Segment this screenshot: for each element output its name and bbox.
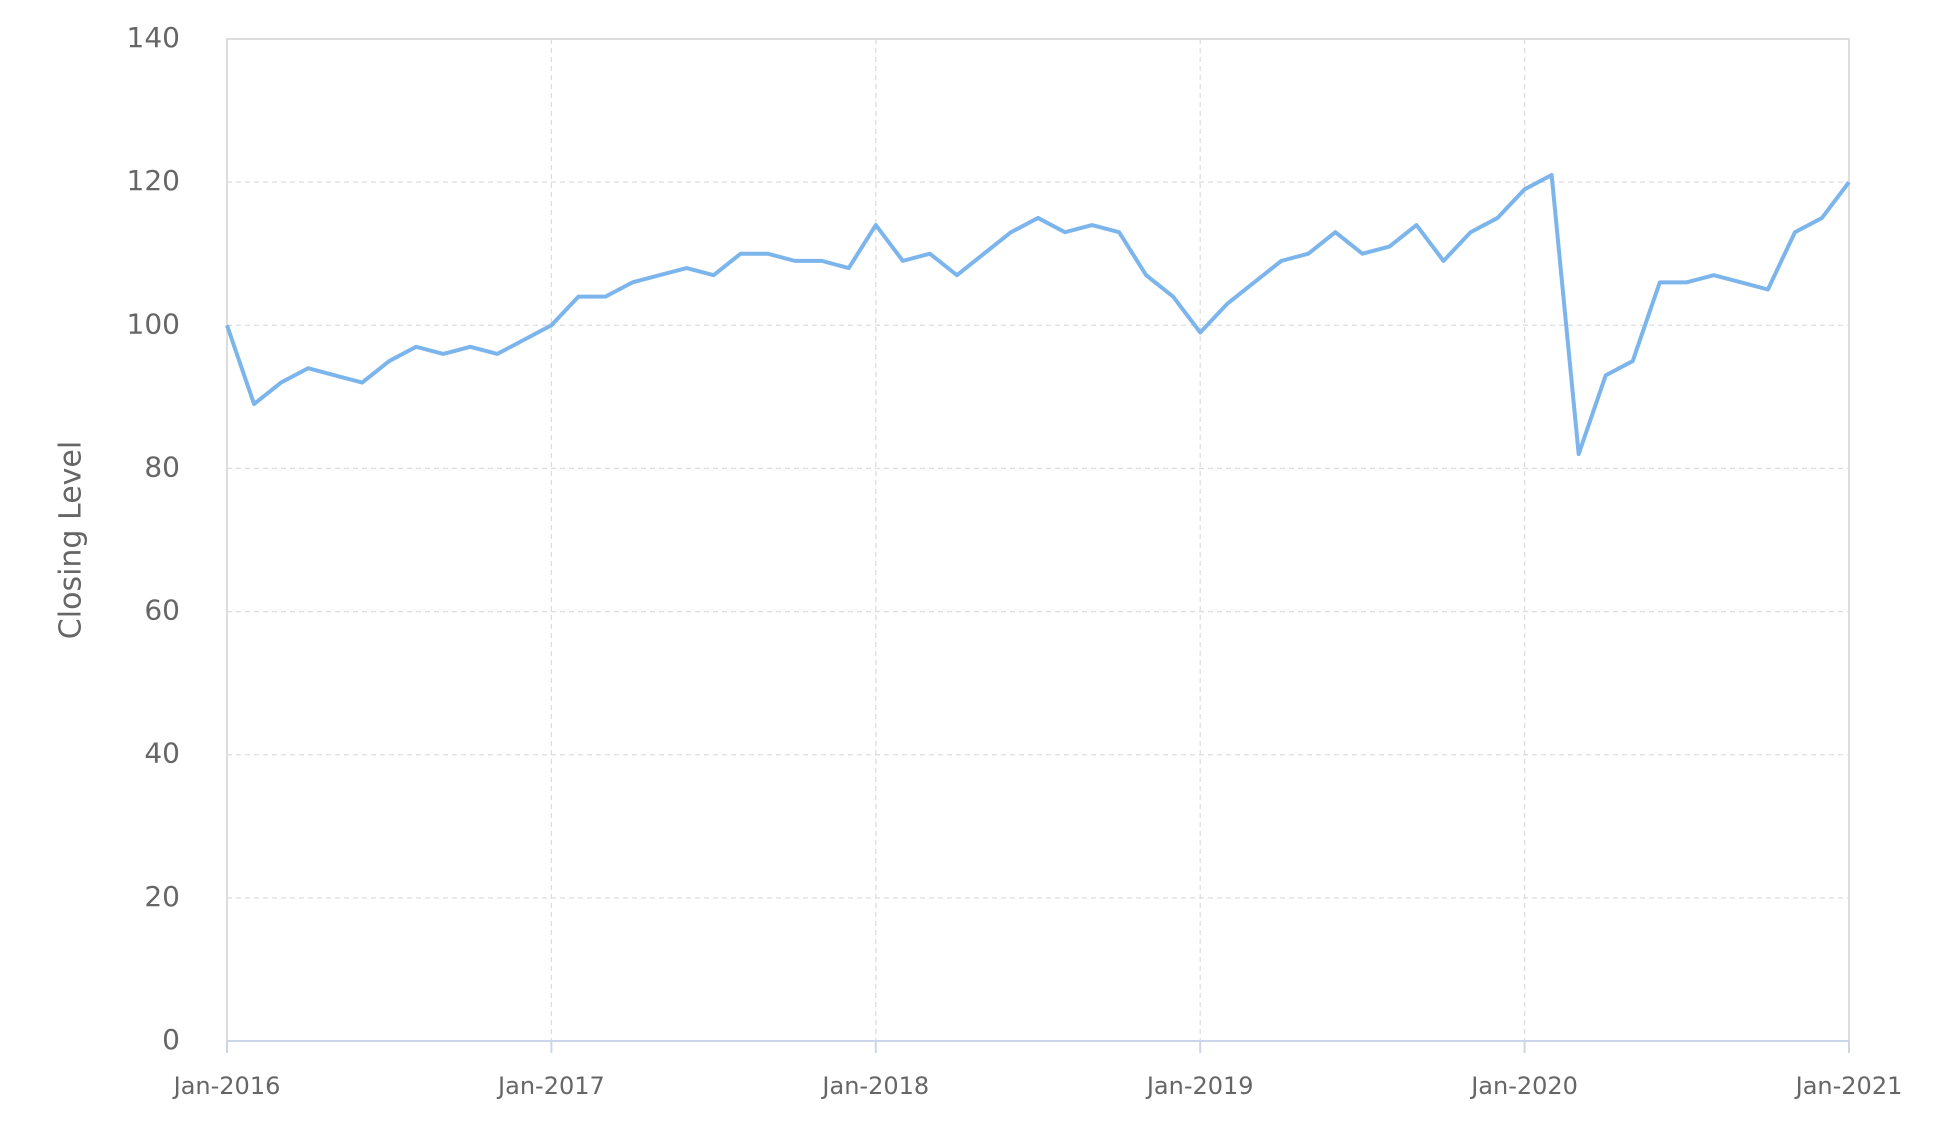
y-tick-label: 100 [127, 307, 180, 340]
y-tick-label: 20 [144, 880, 180, 913]
y-tick-label: 60 [144, 594, 180, 627]
plot-frame [226, 38, 1850, 1042]
x-tick-label: Jan-2017 [496, 1072, 605, 1100]
y-tick-label: 0 [162, 1023, 180, 1056]
y-tick-label: 120 [127, 164, 180, 197]
x-tick-label: Jan-2019 [1145, 1072, 1254, 1100]
x-tick-label: Jan-2016 [172, 1072, 281, 1100]
y-axis-label: Closing Level [54, 441, 89, 639]
x-tick-label: Jan-2021 [1794, 1072, 1903, 1100]
x-tick-label: Jan-2018 [820, 1072, 929, 1100]
x-tick-label: Jan-2020 [1469, 1072, 1578, 1100]
y-tick-label: 40 [144, 737, 180, 770]
y-tick-label: 140 [127, 21, 180, 54]
y-tick-label: 80 [144, 450, 180, 483]
series-line [225, 172, 1851, 457]
